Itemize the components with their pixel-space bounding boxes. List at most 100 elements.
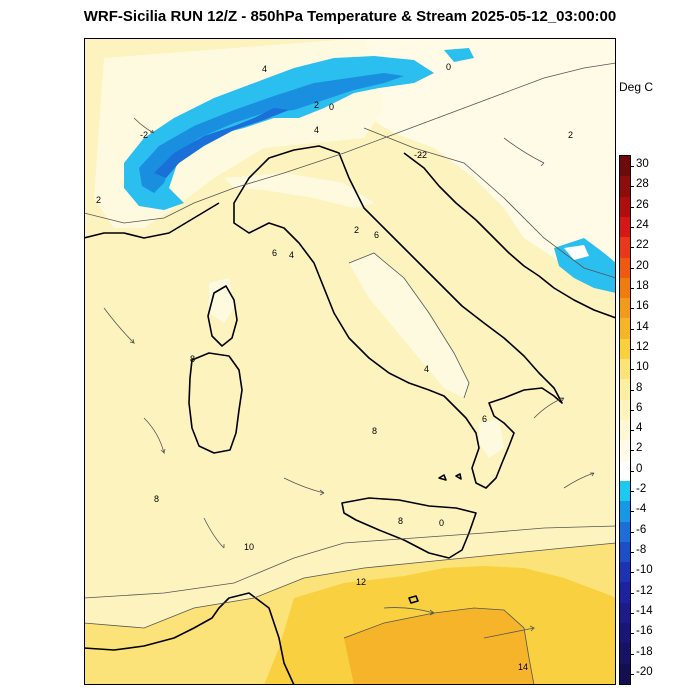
colorbar-label: 20 [636, 259, 649, 272]
colorbar-tick [630, 653, 634, 655]
colorbar-tick [630, 328, 634, 330]
colorbar-segment [620, 156, 630, 177]
temperature-map: 4 2 0 0 -2 2 -2 2 4 6 8 8 8 8 10 6 12 14… [84, 38, 616, 685]
colorbar-label: 4 [636, 422, 643, 435]
colorbar-tick [630, 409, 634, 411]
contour-label: 8 [154, 494, 159, 504]
colorbar-label: -20 [636, 665, 653, 678]
colorbar-segment [620, 562, 630, 583]
colorbar-segment [620, 318, 630, 340]
contour-label: 2 [568, 130, 573, 140]
isotherm-2 [363, 127, 616, 279]
colorbar-segment [620, 480, 630, 502]
contour-label: 4 [424, 364, 429, 374]
coast-sardinia [188, 352, 243, 454]
contour-label: 10 [244, 542, 254, 552]
colorbar-tick [630, 633, 634, 635]
contour-label: 0 [439, 518, 444, 528]
colorbar-segment [620, 196, 630, 218]
colorbar-label: 10 [636, 361, 649, 374]
colorbar-segment [620, 501, 630, 523]
colorbar-segment [620, 440, 630, 462]
colorbar-segment [620, 541, 630, 563]
colorbar-segment [620, 643, 630, 665]
colorbar-label: -14 [636, 604, 653, 617]
field-4-6-apennines [349, 253, 469, 398]
colorbar-tick [630, 491, 634, 493]
colorbar-tick [630, 511, 634, 513]
colorbar-tick [630, 247, 634, 249]
contour-label: 2 [354, 225, 359, 235]
colorbar-label: 2 [636, 442, 643, 455]
field-2-4-po [224, 173, 374, 208]
colorbar-label: -16 [636, 625, 653, 638]
colorbar-tick [630, 572, 634, 574]
contour-label: 6 [272, 248, 277, 258]
colorbar-segment [620, 582, 630, 604]
isotherm-12 [84, 542, 616, 629]
colorbar-segment [620, 420, 630, 441]
colorbar-label: -8 [636, 544, 647, 556]
contour-label: 12 [356, 577, 366, 587]
colorbar-label: -10 [636, 564, 653, 577]
colorbar-tick [630, 369, 634, 371]
contour-label: -2 [419, 150, 427, 160]
colorbar-segment [620, 216, 630, 238]
colorbar-segment [620, 359, 630, 380]
colorbar-segment [620, 257, 630, 279]
map-title: WRF-Sicilia RUN 12/Z - 850hPa Temperatur… [83, 8, 617, 25]
colorbar-tick [630, 470, 634, 472]
colorbar-tick [630, 673, 634, 675]
colorbar-segment [620, 663, 630, 685]
colorbar [619, 155, 634, 685]
contour-label: 0 [446, 62, 451, 72]
contour-label: 4 [289, 250, 294, 260]
isotherm-0 [84, 62, 616, 224]
colorbar-tick [630, 450, 634, 452]
colorbar-tick [630, 186, 634, 188]
contour-label: 4 [314, 125, 319, 135]
coast-malta [408, 595, 419, 604]
contour-label: 6 [374, 230, 379, 240]
contour-label: 6 [482, 414, 487, 424]
colorbar-label: -6 [636, 523, 647, 536]
colorbar-label: 28 [636, 178, 649, 191]
colorbar-label: 24 [636, 219, 649, 232]
colorbar-tick [630, 592, 634, 594]
colorbar-segment [620, 277, 630, 299]
border-north [84, 202, 220, 239]
colorbar-tick [630, 206, 634, 208]
contour-label: -2 [414, 150, 422, 160]
colorbar-segment [620, 602, 630, 624]
contour-label: 4 [262, 64, 267, 74]
colorbar-segment [620, 460, 630, 482]
colorbar-tick [630, 227, 634, 229]
colorbar-label: -4 [636, 503, 647, 516]
contour-label: 8 [372, 426, 377, 436]
colorbar-tick [630, 531, 634, 533]
contour-label: 14 [518, 662, 528, 672]
colorbar-segment [620, 399, 630, 421]
contour-label: 0 [329, 102, 334, 112]
colorbar-segment [620, 521, 630, 543]
colorbar-tick [630, 166, 634, 168]
field-4-6-calabria [479, 418, 504, 458]
colorbar-label: 30 [636, 158, 649, 171]
field-cold-patch-small [444, 48, 474, 62]
colorbar-label: -18 [636, 645, 653, 658]
colorbar-label: 12 [636, 340, 649, 353]
colorbar-label: 22 [636, 239, 649, 252]
colorbar-tick [630, 348, 634, 350]
field-colder-alps [139, 73, 404, 193]
colorbar-segment [620, 623, 630, 644]
colorbar-label: 14 [636, 320, 649, 333]
contour-label: -2 [140, 130, 148, 140]
colorbar-label: 6 [636, 401, 643, 414]
coast-sicily [341, 497, 477, 559]
colorbar-label: 16 [636, 300, 649, 313]
field-14-16 [344, 608, 534, 685]
colorbar-tick [630, 430, 634, 432]
contour-label: 8 [190, 354, 195, 364]
colorbar-label: 8 [636, 381, 643, 394]
field-coldest-alps [154, 108, 289, 178]
